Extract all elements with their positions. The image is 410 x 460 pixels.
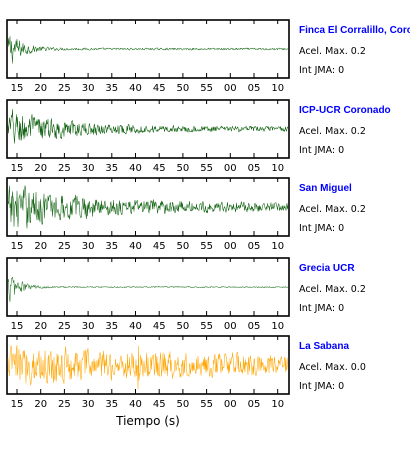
waveform-trace	[7, 36, 288, 64]
x-tick-label: 20	[34, 83, 47, 94]
x-tick-label: 00	[224, 321, 237, 332]
x-tick-label: 15	[11, 399, 24, 410]
x-tick-label: 40	[129, 83, 142, 94]
x-tick-label: 15	[11, 241, 24, 252]
x-tick-label: 55	[200, 83, 213, 94]
x-tick-label: 20	[34, 241, 47, 252]
x-tick-label: 55	[200, 321, 213, 332]
station-name: ICP-UCR Coronado	[299, 105, 391, 116]
x-tick-label: 30	[82, 163, 95, 174]
panel-5: 15 20 25 30 35 40 45 50 55 00 05 10 La Sabana Acel. M…	[6, 335, 366, 410]
x-tick-label: 20	[34, 399, 47, 410]
x-tick-label: 50	[177, 399, 190, 410]
x-tick-label: 30	[82, 399, 95, 410]
x-tick-label: 55	[200, 241, 213, 252]
x-tick-label: 50	[177, 83, 190, 94]
x-tick-label: 05	[248, 399, 261, 410]
x-tick-label: 15	[11, 83, 24, 94]
x-tick-label: 55	[200, 163, 213, 174]
waveform-trace	[7, 185, 289, 229]
x-tick-label: 20	[34, 321, 47, 332]
x-tick-label: 45	[153, 241, 166, 252]
x-tick-label: 50	[177, 321, 190, 332]
peak-acceleration-label: Acel. Max. 0.0	[299, 362, 366, 373]
panel-4: 15 20 25 30 35 40 45 50 55 00 05 10 Grecia UCR Acel. …	[6, 257, 366, 332]
x-tick-label: 40	[129, 399, 142, 410]
x-tick-label: 00	[224, 83, 237, 94]
x-tick-label: 45	[153, 163, 166, 174]
waveform-trace	[7, 109, 289, 144]
x-tick-label: 25	[58, 399, 71, 410]
x-tick-label: 05	[248, 321, 261, 332]
x-tick-label: 10	[271, 83, 284, 94]
waveform-trace	[7, 276, 289, 302]
x-tick-label: 30	[82, 241, 95, 252]
x-tick-label: 35	[105, 163, 118, 174]
station-name: Grecia UCR	[299, 263, 355, 274]
x-tick-label: 30	[82, 83, 95, 94]
x-tick-label: 30	[82, 321, 95, 332]
x-tick-label: 25	[58, 83, 71, 94]
x-tick-label: 10	[271, 241, 284, 252]
x-axis-label: Tiempo (s)	[115, 414, 180, 428]
jma-intensity-label: Int JMA: 0	[299, 65, 344, 76]
x-tick-label: 25	[58, 241, 71, 252]
x-tick-label: 50	[177, 163, 190, 174]
panel-3: 15 20 25 30 35 40 45 50 55 00 05 10 San Miguel Acel. …	[6, 177, 366, 252]
x-tick-label: 20	[34, 163, 47, 174]
x-tick-label: 45	[153, 321, 166, 332]
peak-acceleration-label: Acel. Max. 0.2	[299, 284, 366, 295]
x-tick-label: 50	[177, 241, 190, 252]
x-tick-label: 05	[248, 163, 261, 174]
peak-acceleration-label: Acel. Max. 0.2	[299, 126, 366, 137]
station-name: Finca El Corralillo, Coro	[299, 25, 410, 36]
station-name: La Sabana	[299, 341, 349, 352]
jma-intensity-label: Int JMA: 0	[299, 223, 344, 234]
x-tick-label: 10	[271, 399, 284, 410]
panel-2: 15 20 25 30 35 40 45 50 55 00 05 10 ICP-UCR Coronado…	[6, 99, 391, 174]
x-tick-label: 45	[153, 83, 166, 94]
jma-intensity-label: Int JMA: 0	[299, 303, 344, 314]
x-tick-label: 05	[248, 241, 261, 252]
x-tick-label: 10	[271, 321, 284, 332]
x-tick-label: 25	[58, 321, 71, 332]
x-tick-label: 55	[200, 399, 213, 410]
x-tick-label: 15	[11, 163, 24, 174]
x-tick-label: 40	[129, 163, 142, 174]
x-tick-label: 40	[129, 241, 142, 252]
x-tick-label: 00	[224, 399, 237, 410]
x-tick-label: 35	[105, 399, 118, 410]
x-tick-label: 00	[224, 241, 237, 252]
station-name: San Miguel	[299, 183, 352, 194]
x-tick-label: 45	[153, 399, 166, 410]
x-tick-label: 35	[105, 241, 118, 252]
peak-acceleration-label: Acel. Max. 0.2	[299, 204, 366, 215]
x-tick-label: 00	[224, 163, 237, 174]
x-tick-label: 25	[58, 163, 71, 174]
jma-intensity-label: Int JMA: 0	[299, 381, 344, 392]
x-tick-label: 10	[271, 163, 284, 174]
peak-acceleration-label: Acel. Max. 0.2	[299, 46, 366, 57]
x-tick-label: 05	[248, 83, 261, 94]
panel-1: 15 20 25 30 35 40 45 50 55 00 05 10 Finca El Corrali…	[6, 19, 410, 94]
waveform-trace	[7, 344, 289, 390]
jma-intensity-label: Int JMA: 0	[299, 145, 344, 156]
x-tick-label: 40	[129, 321, 142, 332]
panel-frame	[6, 177, 290, 237]
x-tick-label: 15	[11, 321, 24, 332]
x-tick-label: 35	[105, 321, 118, 332]
panel-frame	[6, 19, 290, 79]
x-tick-label: 35	[105, 83, 118, 94]
